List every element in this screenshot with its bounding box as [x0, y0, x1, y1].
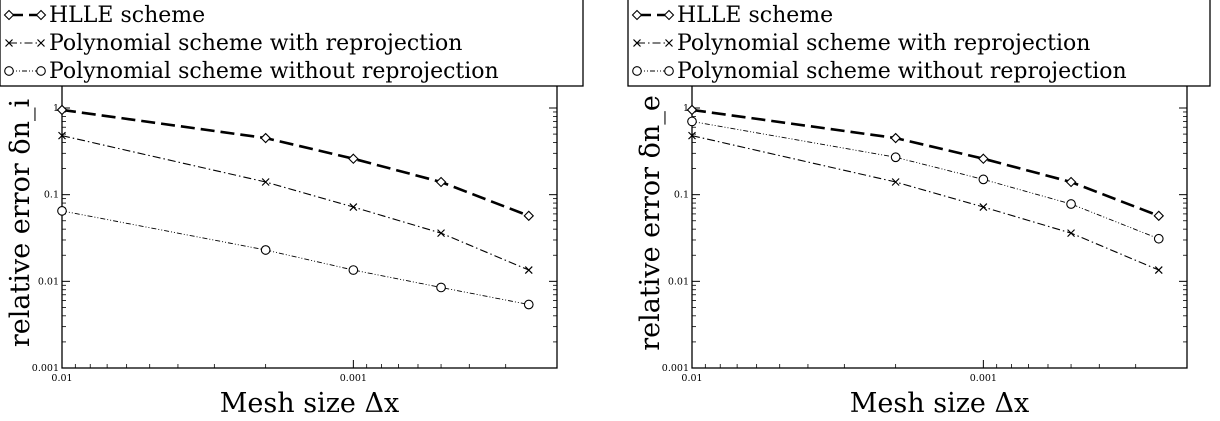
legend-marker-circle — [664, 66, 674, 76]
x-tick-label: 0.01 — [51, 373, 72, 384]
data-point-diamond — [1153, 210, 1165, 222]
legend-label-hlle: HLLE scheme — [677, 3, 833, 28]
data-point-circle — [348, 265, 359, 275]
legend-marker-cross — [37, 39, 45, 47]
series-poly-noreproj — [57, 206, 534, 310]
y-tick-label: 0.01 — [668, 276, 689, 287]
legend-marker-cross — [665, 39, 673, 47]
series-line — [61, 108, 530, 218]
legend-marker-diamond — [631, 9, 643, 21]
data-point-diamond — [686, 104, 698, 116]
legend-label-poly-noreproj: Polynomial scheme without reprojection — [677, 59, 1127, 84]
legend-marker-circle — [4, 66, 14, 76]
y-tick-label: 0.001 — [32, 363, 59, 374]
legend-marker-circle — [632, 66, 642, 76]
x-tick-label: 0.001 — [340, 373, 367, 384]
y-axis-label: relative error δn_i — [5, 99, 36, 348]
data-point-circle — [1153, 233, 1164, 244]
data-point-circle — [523, 299, 534, 310]
y-tick-label: 1 — [53, 103, 59, 114]
series-hlle — [56, 104, 535, 222]
data-point-circle — [260, 245, 271, 255]
data-point-diamond — [890, 132, 901, 144]
data-point-circle — [978, 174, 989, 185]
legend-box — [627, 0, 1211, 87]
legend-marker-circle — [36, 66, 46, 76]
data-point-circle — [687, 116, 697, 127]
series-poly-reproj — [688, 131, 1163, 274]
data-point-circle — [890, 152, 901, 163]
series-line — [691, 108, 1160, 218]
axis-ticks — [61, 78, 558, 369]
series-hlle — [686, 104, 1165, 222]
legend-label-hlle: HLLE scheme — [49, 3, 205, 28]
data-point-cross — [437, 229, 445, 238]
legend: HLLE scheme Polynomial scheme with reproj… — [0, 0, 584, 87]
data-point-cross — [891, 178, 900, 186]
data-point-cross — [979, 203, 988, 211]
x-axis-label: Mesh size Δx — [850, 388, 1029, 419]
data-point-diamond — [435, 176, 447, 188]
series-line — [691, 135, 1159, 271]
y-tick-label: 0.1 — [674, 190, 689, 201]
x-axis-label: Mesh size Δx — [220, 388, 399, 419]
legend-marker-diamond — [35, 9, 47, 21]
legend-marker-cross — [633, 39, 641, 47]
y-axis-label: relative error δn_e — [635, 95, 666, 351]
series-line — [691, 120, 1159, 240]
data-point-circle — [57, 206, 67, 216]
data-point-circle — [1066, 199, 1076, 209]
data-point-cross — [349, 203, 358, 211]
data-point-cross — [58, 131, 66, 140]
data-point-cross — [1067, 229, 1075, 238]
series-line — [61, 210, 529, 305]
legend-marker-cross — [5, 39, 13, 47]
x-tick-label: 0.01 — [681, 373, 702, 384]
data-point-cross — [524, 266, 533, 274]
series-poly-reproj — [58, 131, 533, 274]
y-tick-label: 0.1 — [44, 190, 59, 201]
y-tick-label: 1 — [683, 103, 689, 114]
series-poly-noreproj — [687, 116, 1164, 244]
legend-marker-diamond — [663, 9, 675, 21]
data-point-diamond — [56, 104, 68, 116]
axis-ticks — [691, 78, 1188, 369]
data-point-diamond — [978, 153, 989, 164]
y-tick-label: 0.01 — [38, 276, 59, 287]
data-point-diamond — [348, 153, 359, 164]
plot-frame — [691, 77, 1188, 369]
data-point-cross — [688, 131, 696, 140]
legend-marker-diamond — [3, 9, 15, 21]
data-point-diamond — [260, 132, 271, 144]
series-line — [61, 135, 529, 271]
data-point-cross — [1154, 266, 1163, 274]
data-point-circle — [436, 282, 446, 293]
legend: HLLE scheme Polynomial scheme with reproj… — [627, 0, 1211, 87]
legend-label-poly-reproj: Polynomial scheme with reprojection — [677, 31, 1090, 56]
plot-frame — [61, 77, 558, 369]
legend-box — [0, 0, 584, 87]
data-point-diamond — [1065, 176, 1077, 188]
legend-label-poly-reproj: Polynomial scheme with reprojection — [49, 31, 462, 56]
data-point-cross — [261, 178, 270, 186]
x-tick-label: 0.001 — [970, 373, 997, 384]
y-tick-label: 0.001 — [662, 363, 689, 374]
legend-label-poly-noreproj: Polynomial scheme without reprojection — [49, 59, 499, 84]
data-point-diamond — [523, 210, 535, 222]
